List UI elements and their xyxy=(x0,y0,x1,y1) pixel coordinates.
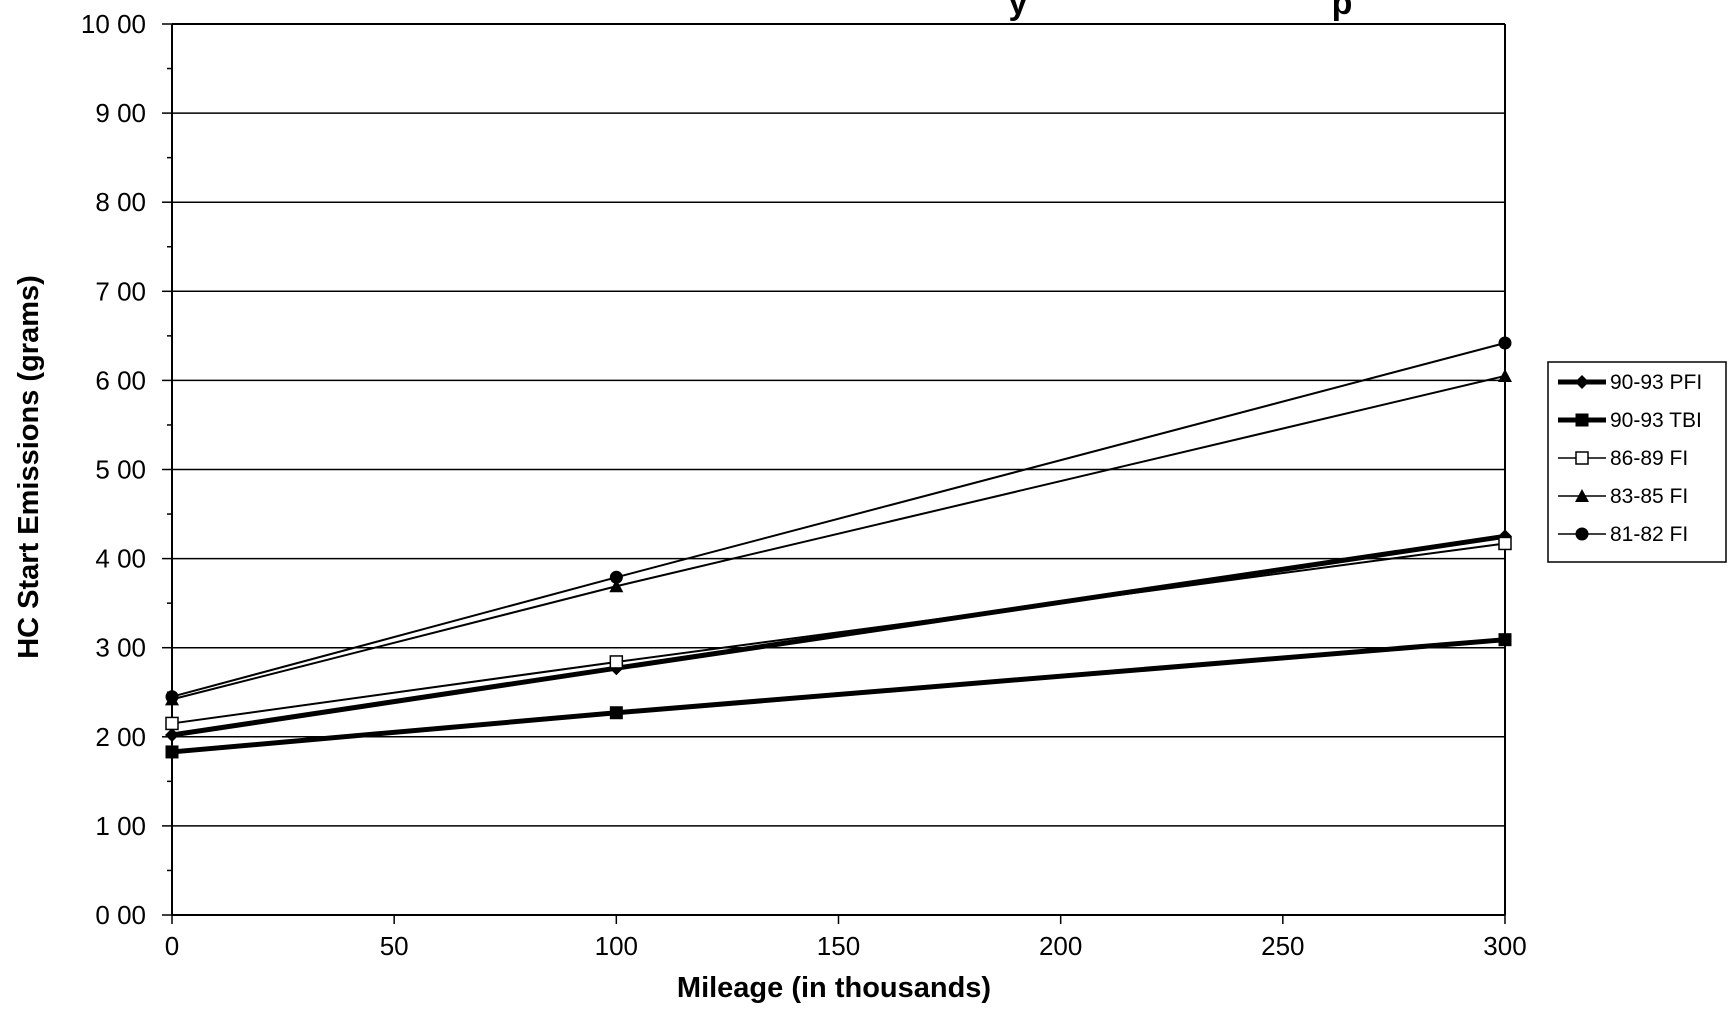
data-point xyxy=(1498,368,1512,382)
data-point xyxy=(609,579,624,593)
y-tick-label: 10 00 xyxy=(81,9,146,39)
x-axis-title: Mileage (in thousands) xyxy=(677,972,991,1004)
x-tick-label: 200 xyxy=(1039,931,1082,961)
x-tick-label: 300 xyxy=(1483,931,1526,961)
legend-entry: 81-82 FI xyxy=(1558,523,1688,546)
legend-entry: 90-93 PFI xyxy=(1558,371,1702,394)
legend-label: 86-89 FI xyxy=(1610,447,1688,470)
y-tick-label: 8 00 xyxy=(95,187,146,217)
chart-title-fragment-1: y xyxy=(1009,0,1028,22)
x-tick-label: 250 xyxy=(1261,931,1304,961)
data-point xyxy=(165,745,179,759)
x-tick-label: 100 xyxy=(595,931,638,961)
data-point xyxy=(609,655,624,669)
x-tick-labels: 0 50 100 150 200 250 300 xyxy=(165,931,1527,961)
data-point xyxy=(1498,536,1512,551)
data-point xyxy=(609,570,623,584)
series-line xyxy=(171,342,1506,698)
y-tick-label: 9 00 xyxy=(95,98,146,128)
legend-entry: 90-93 TBI xyxy=(1558,409,1702,432)
y-tick-label: 7 00 xyxy=(95,276,146,306)
series-90-93-tbi xyxy=(165,633,1512,759)
series-90-93-pfi xyxy=(165,529,1512,743)
data-point xyxy=(165,716,179,731)
x-tick-label: 50 xyxy=(380,931,409,961)
legend-swatch-marker xyxy=(1575,527,1589,541)
legend-swatch-marker xyxy=(1575,489,1589,502)
series-line xyxy=(171,533,1506,738)
legend-entry: 83-85 FI xyxy=(1558,485,1688,508)
legend-label: 83-85 FI xyxy=(1610,485,1688,508)
legend-entry: 86-89 FI xyxy=(1558,447,1688,470)
y-tick-label: 1 00 xyxy=(95,811,146,841)
series-81-82-fi xyxy=(165,336,1512,704)
legend: 90-93 PFI 90-93 TBI 86-89 FI 83-85 FI 81-82 … xyxy=(1547,361,1727,563)
y-tick-label: 4 00 xyxy=(95,544,146,574)
data-point xyxy=(1498,336,1512,350)
legend-swatch-marker xyxy=(1575,413,1589,427)
legend-label: 90-93 PFI xyxy=(1610,371,1702,394)
data-point xyxy=(165,728,179,743)
y-tick-labels: 0 00 1 00 2 00 3 00 4 00 5 00 6 00 7 00 8 00 9 00… xyxy=(81,9,146,930)
data-point xyxy=(609,706,623,720)
x-tick-label: 0 xyxy=(165,931,179,961)
legend-swatch-marker xyxy=(1575,451,1589,465)
legend-swatch-marker xyxy=(1575,375,1589,389)
y-tick-label: 6 00 xyxy=(95,365,146,395)
series-86-89-fi xyxy=(165,536,1512,731)
y-tick-label: 5 00 xyxy=(95,455,146,485)
data-point xyxy=(165,690,179,704)
series-layer xyxy=(165,336,1512,759)
axes xyxy=(162,23,1506,924)
y-tick-label: 0 00 xyxy=(95,900,146,930)
legend-label: 90-93 TBI xyxy=(1610,409,1702,432)
y-tick-label: 2 00 xyxy=(95,722,146,752)
series-line xyxy=(171,374,1506,701)
legend-label: 81-82 FI xyxy=(1610,523,1688,546)
x-tick-label: 150 xyxy=(817,931,860,961)
chart-title-fragment-2: p xyxy=(1332,0,1353,22)
y-tick-label: 3 00 xyxy=(95,633,146,663)
y-axis-title: HC Start Emissions (grams) xyxy=(13,275,45,659)
data-point xyxy=(1498,633,1512,647)
